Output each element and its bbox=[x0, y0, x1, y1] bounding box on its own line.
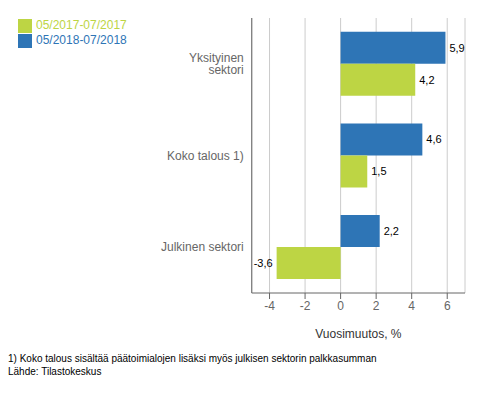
svg-text:0: 0 bbox=[337, 299, 344, 313]
svg-text:2,2: 2,2 bbox=[384, 225, 399, 237]
svg-text:-3,6: -3,6 bbox=[254, 257, 273, 269]
html-text:Lähde: Tilastokeskus: Lähde: Tilastokeskus bbox=[8, 366, 102, 377]
svg-text:4,2: 4,2 bbox=[419, 74, 434, 86]
svg-text:2: 2 bbox=[373, 299, 380, 313]
html-text:05/2018-07/2018: 05/2018-07/2018 bbox=[36, 32, 127, 47]
svg-text:-2: -2 bbox=[300, 299, 311, 313]
svg-text:-4: -4 bbox=[264, 299, 275, 313]
svg-text:6: 6 bbox=[444, 299, 451, 313]
svg-text:Koko talous 1): Koko talous 1) bbox=[167, 149, 244, 163]
svg-text:Julkinen sektori: Julkinen sektori bbox=[161, 240, 244, 254]
svg-text:4,6: 4,6 bbox=[426, 133, 441, 145]
svg-text:1,5: 1,5 bbox=[371, 165, 386, 177]
svg-text:Yksityinensektori: Yksityinensektori bbox=[189, 51, 244, 77]
html-text:05/2017-07/2017: 05/2017-07/2017 bbox=[36, 18, 127, 32]
svg-text:Vuosimuutos, %: Vuosimuutos, % bbox=[315, 327, 402, 341]
html-text:1) Koko talous sisältää päätoi: 1) Koko talous sisältää päätoimialojen l… bbox=[8, 353, 377, 364]
svg-text:5,9: 5,9 bbox=[449, 42, 464, 54]
svg-text:4: 4 bbox=[408, 299, 415, 313]
